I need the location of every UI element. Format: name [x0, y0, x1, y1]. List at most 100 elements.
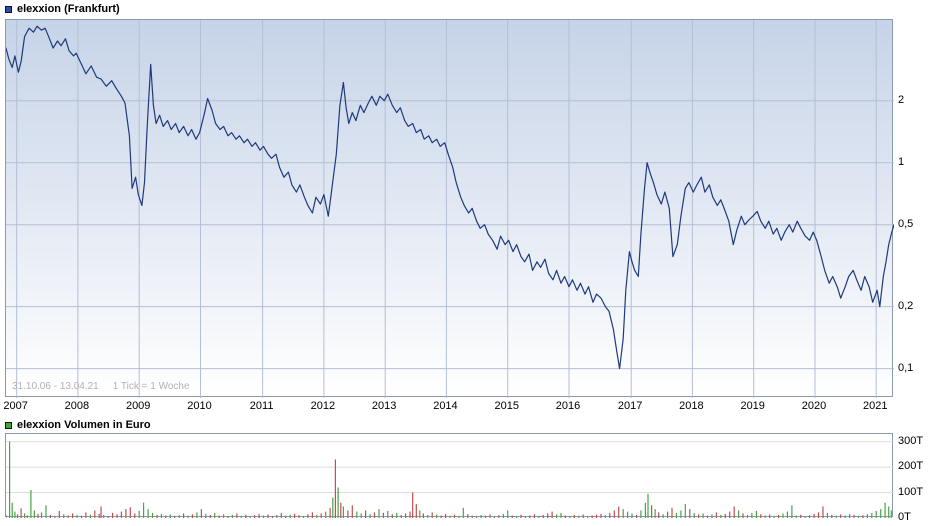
- volume-bar: [116, 514, 118, 518]
- volume-bar: [298, 515, 300, 518]
- volume-bar: [769, 514, 771, 518]
- volume-bar: [644, 502, 646, 518]
- volume-bar: [405, 513, 407, 518]
- volume-bar: [134, 513, 136, 518]
- volume-bar: [671, 507, 673, 518]
- volume-bar: [800, 514, 802, 518]
- volume-bar: [884, 502, 886, 518]
- volume-bar: [147, 509, 149, 518]
- volume-bar: [20, 508, 22, 518]
- x-axis-year-label: 2016: [555, 400, 581, 412]
- price-y-tick-label: 1: [898, 155, 905, 168]
- volume-bar: [419, 510, 421, 518]
- volume-bar: [369, 514, 371, 518]
- volume-bar: [809, 515, 811, 518]
- volume-bar: [396, 512, 398, 518]
- price-chart-title: elexxion (Frankfurt): [5, 3, 120, 15]
- volume-bar: [236, 513, 238, 518]
- x-axis-year-label: 2007: [3, 400, 28, 412]
- volume-bar: [360, 513, 362, 518]
- volume-bar: [33, 510, 35, 518]
- volume-bar: [635, 514, 638, 518]
- volume-bar: [888, 506, 890, 518]
- volume-bar: [49, 514, 51, 518]
- tick-interval-label: 1 Tick = 1 Woche: [112, 381, 190, 392]
- volume-bar: [72, 513, 74, 518]
- x-axis-year-label: 2017: [617, 400, 643, 412]
- volume-bar: [556, 514, 558, 518]
- volume-bar: [436, 514, 438, 518]
- volume-chart-title: elexxion Volumen in Euro: [5, 419, 151, 431]
- volume-bar: [129, 507, 131, 518]
- volume-bar: [320, 513, 322, 518]
- volume-bar: [63, 514, 65, 518]
- volume-bar: [751, 512, 753, 518]
- volume-bar: [445, 513, 447, 518]
- volume-bar: [373, 512, 376, 518]
- volume-bar: [340, 502, 342, 518]
- volume-bar: [826, 512, 828, 518]
- volume-bar: [551, 511, 553, 518]
- volume-bar: [573, 514, 575, 518]
- x-axis-year-label: 2014: [433, 400, 458, 412]
- volume-bar: [156, 514, 158, 518]
- volume-series-legend-icon: [5, 421, 12, 429]
- volume-y-tick-label: 200T: [898, 460, 924, 473]
- volume-chart-plot-area: [5, 433, 894, 518]
- volume-bar: [698, 514, 700, 518]
- volume-bar: [844, 515, 846, 518]
- volume-bar: [342, 506, 344, 518]
- volume-bar: [622, 509, 624, 518]
- x-axis-year-label: 2011: [249, 400, 274, 412]
- volume-bar: [651, 505, 653, 518]
- volume-bar: [30, 490, 32, 518]
- volume-bar: [782, 513, 784, 518]
- x-axis-year-label: 2009: [125, 400, 151, 412]
- volume-bar: [351, 505, 353, 518]
- volume-bar: [804, 516, 806, 518]
- volume-bar: [702, 513, 704, 518]
- volume-bar: [98, 513, 100, 518]
- volume-bar: [427, 514, 429, 518]
- volume-bar: [875, 510, 877, 518]
- volume-bar: [817, 512, 820, 518]
- volume-bar: [595, 514, 598, 518]
- volume-bar: [143, 502, 145, 518]
- volume-bar: [100, 506, 102, 518]
- volume-bar: [853, 514, 855, 518]
- volume-y-tick-label: 300T: [898, 434, 924, 447]
- volume-bar: [822, 506, 824, 518]
- volume-bar: [387, 510, 389, 518]
- volume-bar: [174, 516, 176, 518]
- x-axis-year-label: 2015: [494, 400, 519, 412]
- volume-bar: [160, 513, 162, 518]
- volume-bar: [382, 512, 384, 518]
- volume-bar: [289, 514, 291, 518]
- volume-bar: [94, 510, 96, 518]
- volume-bar: [89, 514, 91, 518]
- volume-bar: [415, 504, 417, 518]
- volume-bar: [547, 513, 549, 518]
- volume-bar: [507, 510, 509, 518]
- x-axis-year-label: 2013: [371, 400, 397, 412]
- volume-bar: [729, 511, 731, 518]
- volume-bar: [422, 513, 424, 518]
- price-y-tick-label: 0,1: [898, 361, 914, 374]
- x-axis-year-label: 2012: [310, 400, 336, 412]
- volume-bar: [831, 514, 833, 518]
- volume-bar: [245, 514, 247, 518]
- volume-bar: [795, 515, 797, 518]
- volume-bar: [178, 514, 180, 518]
- volume-bar: [738, 510, 740, 518]
- volume-bar: [542, 514, 544, 518]
- volume-bar: [471, 515, 473, 518]
- volume-bar: [654, 509, 656, 518]
- volume-bar: [449, 515, 451, 518]
- volume-bar: [627, 511, 629, 518]
- volume-bar: [880, 509, 882, 518]
- price-y-tick-label: 2: [898, 93, 905, 106]
- volume-bar: [196, 512, 198, 518]
- volume-bar: [462, 507, 464, 518]
- volume-bar: [484, 515, 487, 518]
